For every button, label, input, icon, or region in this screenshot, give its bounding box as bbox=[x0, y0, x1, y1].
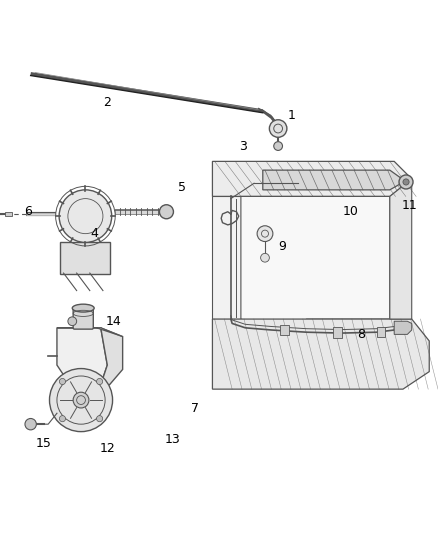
Circle shape bbox=[25, 418, 36, 430]
Bar bbox=[280, 325, 289, 335]
Bar bbox=[333, 327, 342, 338]
Polygon shape bbox=[390, 179, 412, 319]
Circle shape bbox=[68, 317, 77, 326]
Polygon shape bbox=[394, 321, 412, 334]
Text: 2: 2 bbox=[103, 96, 111, 109]
Text: 6: 6 bbox=[25, 205, 32, 218]
Text: 7: 7 bbox=[191, 402, 199, 415]
Text: 12: 12 bbox=[99, 442, 115, 455]
FancyBboxPatch shape bbox=[73, 307, 93, 329]
Polygon shape bbox=[212, 161, 412, 197]
Circle shape bbox=[159, 205, 173, 219]
Circle shape bbox=[60, 416, 66, 422]
Text: 11: 11 bbox=[402, 199, 417, 212]
Ellipse shape bbox=[72, 304, 94, 312]
Text: 8: 8 bbox=[357, 328, 365, 341]
Circle shape bbox=[399, 175, 413, 189]
Circle shape bbox=[261, 253, 269, 262]
Text: 13: 13 bbox=[165, 433, 181, 446]
Circle shape bbox=[274, 142, 283, 150]
Circle shape bbox=[96, 378, 102, 385]
Text: 4: 4 bbox=[90, 227, 98, 240]
Text: 1: 1 bbox=[287, 109, 295, 122]
Circle shape bbox=[96, 416, 102, 422]
Polygon shape bbox=[57, 328, 123, 336]
Bar bbox=[377, 327, 385, 337]
Polygon shape bbox=[101, 328, 123, 385]
FancyBboxPatch shape bbox=[60, 241, 110, 274]
Polygon shape bbox=[212, 319, 429, 389]
Polygon shape bbox=[241, 197, 390, 332]
Text: 10: 10 bbox=[343, 205, 358, 218]
Circle shape bbox=[59, 190, 112, 243]
Circle shape bbox=[49, 368, 113, 432]
Text: 9: 9 bbox=[279, 240, 286, 253]
Polygon shape bbox=[212, 197, 241, 319]
Circle shape bbox=[403, 179, 409, 185]
Circle shape bbox=[257, 226, 273, 241]
Circle shape bbox=[269, 120, 287, 138]
Text: 5: 5 bbox=[178, 181, 186, 194]
Text: 14: 14 bbox=[106, 315, 122, 328]
Polygon shape bbox=[263, 170, 405, 190]
Circle shape bbox=[73, 392, 89, 408]
Text: 15: 15 bbox=[36, 438, 52, 450]
Polygon shape bbox=[57, 328, 107, 385]
Bar bbox=[5, 212, 12, 216]
Text: 3: 3 bbox=[239, 140, 247, 152]
Circle shape bbox=[60, 378, 66, 385]
